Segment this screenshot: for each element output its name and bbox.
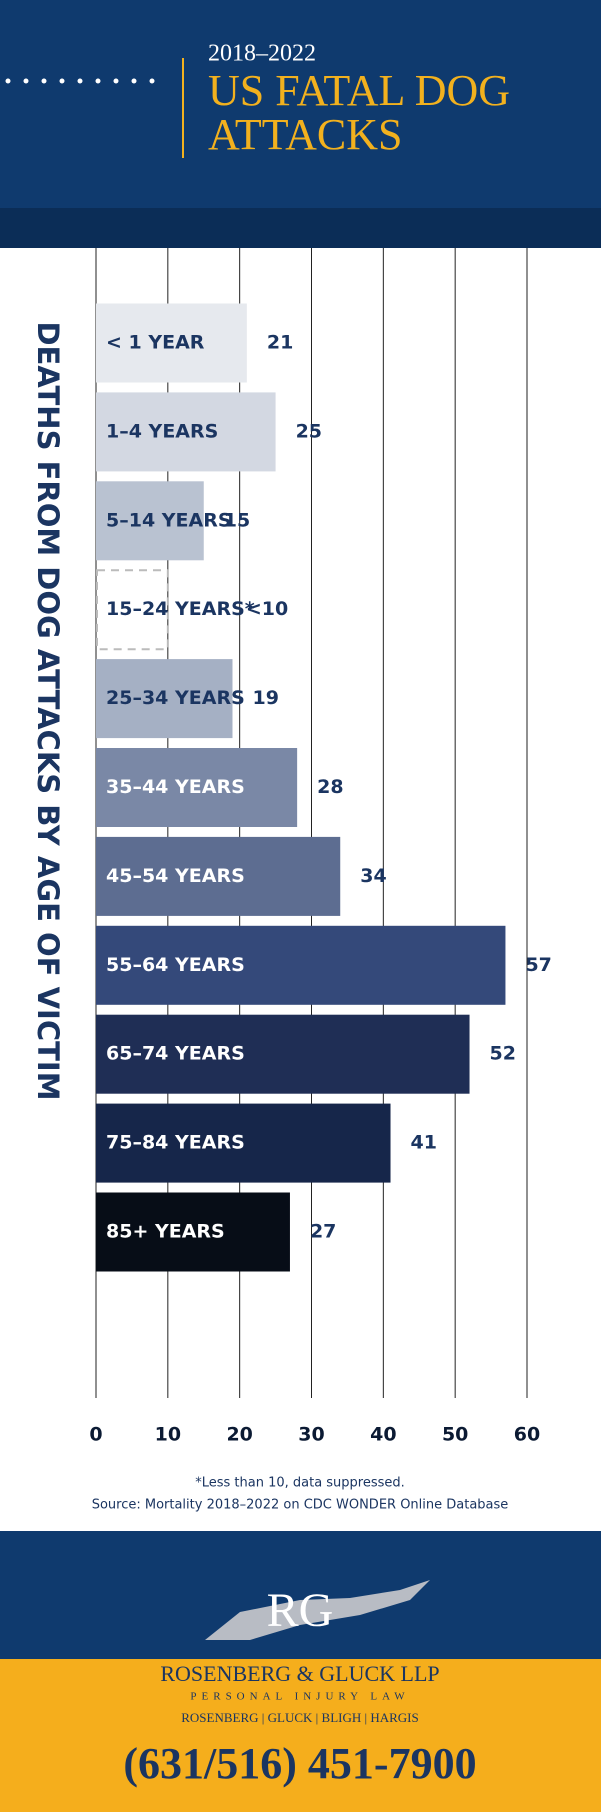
bar xyxy=(96,1014,470,1094)
dots xyxy=(5,78,155,84)
value-label: 28 xyxy=(317,776,343,798)
category-label: 75–84 YEARS xyxy=(106,1132,245,1154)
bar xyxy=(96,748,298,827)
bar xyxy=(96,659,233,739)
value-label: 27 xyxy=(310,1221,336,1243)
category-label: 15–24 YEARS* xyxy=(106,598,255,620)
title: US FATAL DOG xyxy=(208,66,510,115)
value-label: 41 xyxy=(411,1132,437,1154)
value-label: 34 xyxy=(360,865,386,887)
category-label: 85+ YEARS xyxy=(106,1221,225,1243)
footer-yellow xyxy=(0,1659,601,1812)
footnote: *Less than 10, data suppressed. xyxy=(195,1476,405,1491)
header-bg xyxy=(0,0,601,248)
phone: (631/516) 451-7900 xyxy=(123,1739,476,1788)
bar xyxy=(96,1192,290,1272)
category-label: 25–34 YEARS xyxy=(106,687,245,709)
bar xyxy=(96,303,247,383)
x-tick-label: 60 xyxy=(514,1424,540,1446)
bar xyxy=(96,392,276,472)
bar xyxy=(96,481,204,561)
x-tick-label: 40 xyxy=(370,1424,396,1446)
suppressed-bar xyxy=(96,569,169,651)
category-label: 5–14 YEARS xyxy=(106,509,232,531)
category-label: 55–64 YEARS xyxy=(106,954,245,976)
plot: 0 10 20 30 40 50 60 < 1 YEAR 21 1–4 YEARS 25 5–14 Y… xyxy=(89,248,552,1446)
bar xyxy=(96,1103,391,1183)
value-label: 21 xyxy=(267,332,293,354)
value-label: 52 xyxy=(490,1043,516,1065)
logo: RG xyxy=(267,1584,334,1637)
island xyxy=(205,1580,430,1640)
x-tick-label: 50 xyxy=(442,1424,468,1446)
category-label: 1–4 YEARS xyxy=(106,420,218,442)
partners: ROSENBERG | GLUCK | BLIGH | HARGIS xyxy=(181,1710,419,1725)
category-label: < 1 YEAR xyxy=(106,332,205,354)
x-tick-label: 20 xyxy=(226,1424,252,1446)
firm: ROSENBERG & GLUCK LLP xyxy=(160,1661,439,1686)
value-label: 15 xyxy=(224,509,250,531)
category-label: 45–54 YEARS xyxy=(106,865,245,887)
value-label: <10 xyxy=(246,598,288,620)
title: ATTACKS xyxy=(208,110,403,159)
category-label: 65–74 YEARS xyxy=(106,1043,245,1065)
source: Source: Mortality 2018–2022 on CDC WONDE… xyxy=(92,1498,509,1513)
years: 2018–2022 xyxy=(208,41,316,67)
value-label: 57 xyxy=(525,954,551,976)
header-band xyxy=(0,208,601,248)
x-tick-label: 0 xyxy=(89,1424,102,1446)
bar xyxy=(96,836,341,916)
x-tick-label: 10 xyxy=(155,1424,181,1446)
tagline: PERSONAL INJURY LAW xyxy=(190,1691,409,1703)
x-tick-label: 30 xyxy=(298,1424,324,1446)
y-axis-label: DEATHS FROM DOG ATTACKS BY AGE OF VICTIM xyxy=(31,321,65,1100)
bar xyxy=(96,925,506,1005)
value-label: 25 xyxy=(296,420,322,442)
footer-bg xyxy=(0,1531,601,1659)
category-label: 35–44 YEARS xyxy=(106,776,245,798)
value-label: 19 xyxy=(252,687,278,709)
